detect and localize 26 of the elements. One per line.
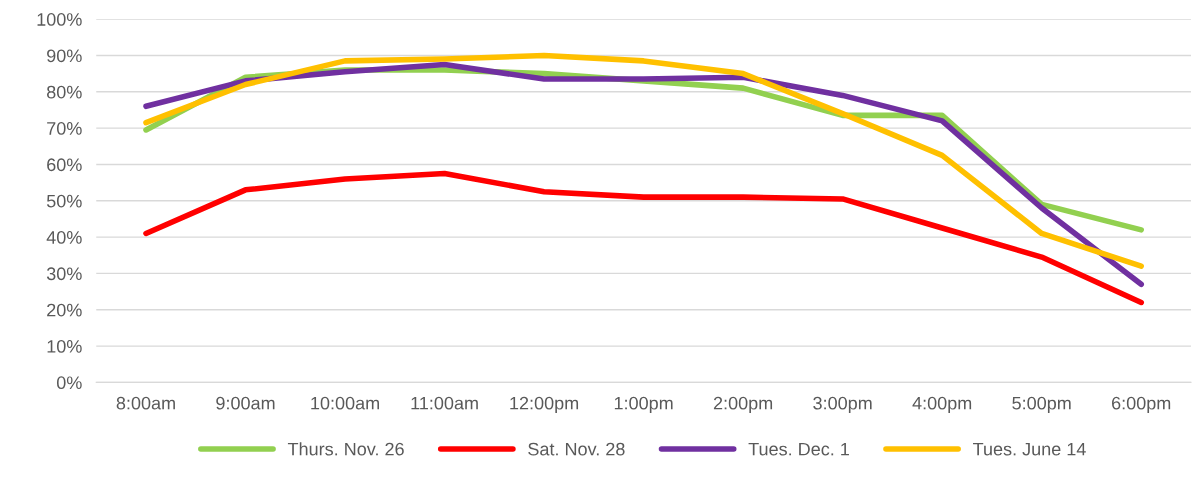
y-tick-label: 70% bbox=[47, 122, 82, 135]
x-tick-label: 8:00am bbox=[116, 396, 175, 410]
y-tick-label: 50% bbox=[46, 194, 82, 208]
x-tick-label: 3:00pm bbox=[813, 396, 872, 414]
x-tick-label: 9:00am bbox=[216, 396, 275, 410]
x-tick-label: 12:00pm bbox=[510, 396, 579, 414]
legend-label: Tues. June 14 bbox=[973, 442, 1086, 456]
y-tick-label: 20% bbox=[47, 303, 82, 317]
legend-label: Sat. Nov. 28 bbox=[528, 442, 625, 456]
x-tick-label: 10:00am bbox=[311, 396, 379, 410]
y-tick-label: 80% bbox=[47, 85, 82, 99]
legend-label: Thurs. Nov. 26 bbox=[287, 442, 404, 456]
x-tick-label: 2:00pm bbox=[713, 396, 773, 414]
x-tick-label: 4:00pm bbox=[912, 396, 972, 414]
y-tick-label: 10% bbox=[47, 340, 82, 353]
y-tick-label: 90% bbox=[47, 49, 82, 63]
x-tick-label: 5:00pm bbox=[1012, 396, 1071, 414]
y-tick-label: 0% bbox=[56, 376, 82, 390]
x-tick-label: 1:00pm bbox=[614, 396, 673, 414]
y-tick-label: 100% bbox=[37, 13, 82, 26]
legend-label: Tues. Dec. 1 bbox=[748, 442, 849, 456]
x-tick-label: 6:00pm bbox=[1112, 396, 1171, 414]
x-tick-label: 11:00am bbox=[411, 396, 478, 410]
y-tick-label: 60% bbox=[47, 158, 82, 172]
y-tick-label: 30% bbox=[46, 267, 82, 281]
y-tick-label: 40% bbox=[46, 231, 82, 244]
